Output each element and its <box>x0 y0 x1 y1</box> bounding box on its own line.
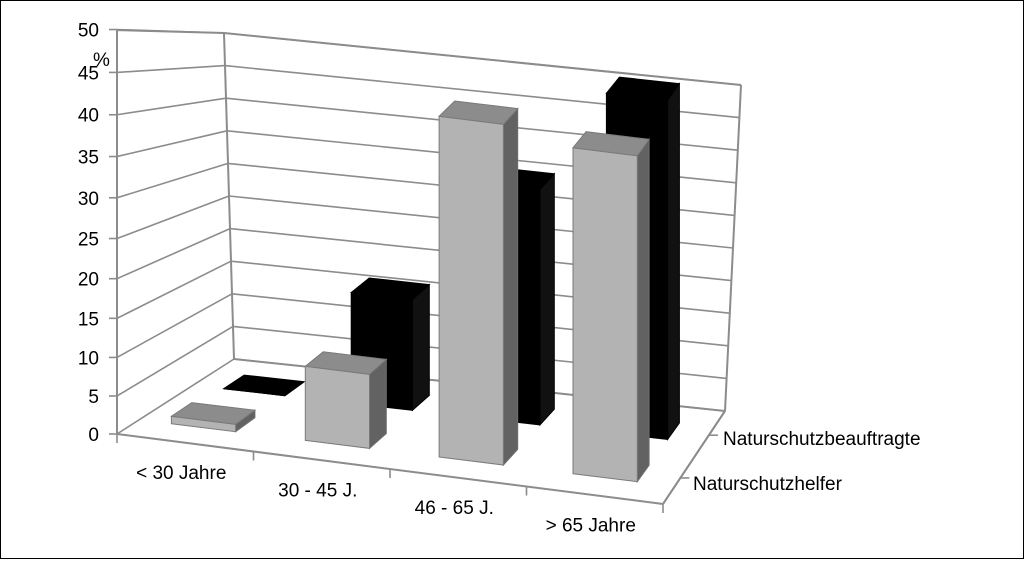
bar-side-face <box>667 82 680 442</box>
x-tick-label: < 30 Jahre <box>136 463 226 484</box>
gridline-side <box>116 162 229 199</box>
gridline-side <box>116 130 228 158</box>
y-tick-label: 10 <box>78 348 99 369</box>
y-axis-unit-label: % <box>93 50 110 71</box>
gridline-side <box>116 293 233 359</box>
bar-side-face <box>369 358 387 450</box>
y-tick-label: 0 <box>88 425 99 446</box>
depth-axis-line <box>662 410 726 505</box>
bar-top-face <box>304 351 388 375</box>
bar <box>304 351 388 450</box>
series-label: Naturschutzhelfer <box>693 474 843 495</box>
gridline-side <box>116 28 225 34</box>
gridline-side <box>116 195 230 240</box>
x-tick-label: 30 - 45 J. <box>278 480 357 501</box>
gridline-back <box>223 32 742 86</box>
gridline-side <box>116 97 227 116</box>
bar-top-face <box>438 100 519 125</box>
bar-top-face <box>572 131 650 157</box>
gridline-side <box>116 64 226 74</box>
bar-top-face <box>605 76 681 101</box>
gridline-side <box>116 227 231 280</box>
bar-side-face <box>539 172 555 427</box>
y-tick-label: 35 <box>78 148 99 169</box>
series-label: Naturschutzbeauftragte <box>723 429 921 450</box>
bar <box>572 131 650 484</box>
bar <box>438 100 519 467</box>
bar-side-face <box>636 137 650 484</box>
bar-front-face <box>438 115 504 466</box>
y-tick-label: 50 <box>78 21 99 42</box>
y-tick-label: 40 <box>78 106 99 127</box>
y-tick-label: 5 <box>88 387 99 408</box>
bar-top-face <box>222 374 306 397</box>
gridline-side <box>116 325 234 397</box>
bar-front-face <box>304 365 370 449</box>
axes <box>109 28 726 513</box>
y-tick-label: 45 <box>78 63 99 84</box>
y-tick-label: 15 <box>78 309 99 330</box>
x-tick-label: 46 - 65 J. <box>415 498 494 519</box>
gridline-side <box>116 358 235 435</box>
y-tick-label: 30 <box>78 189 99 210</box>
wall-top-edge <box>116 29 742 86</box>
bar <box>170 402 257 433</box>
y-tick-label: 20 <box>78 270 99 291</box>
gridline-side <box>116 260 232 320</box>
y-tick-label: 25 <box>78 230 99 251</box>
bar-side-face <box>502 107 519 467</box>
axis-labels: % 0 5 10 15 20 25 30 35 40 45 50 < 30 Jahre 30 - 45 … <box>78 21 921 537</box>
bar-top-face <box>349 277 431 301</box>
bars <box>170 76 681 484</box>
x-tick-label: > 65 Jahre <box>546 515 636 536</box>
bar-side-face <box>412 283 430 412</box>
bar <box>222 374 306 397</box>
bar-front-face <box>572 147 638 483</box>
bar-top-face <box>170 402 257 425</box>
